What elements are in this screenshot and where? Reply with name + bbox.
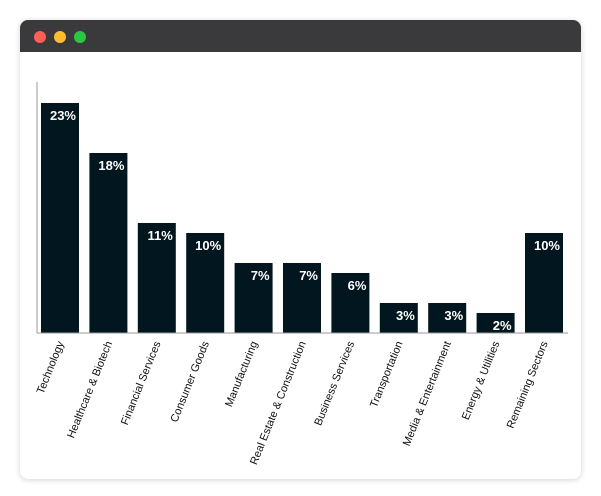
minimize-window-icon[interactable] bbox=[54, 31, 66, 43]
maximize-window-icon[interactable] bbox=[74, 31, 86, 43]
tick-label-energy-and-utilities: Energy & Utilities bbox=[460, 339, 503, 422]
data-label-financial-services: 11% bbox=[147, 228, 173, 243]
bar-chart: 23% 18% 11% 10% 7% 7% 6% 3% 3% 2% 10% TechnologyHe… bbox=[35, 82, 568, 467]
data-label-media-and-entertainment: 3% bbox=[444, 308, 463, 323]
data-label-energy-and-utilities: 2% bbox=[493, 318, 512, 333]
tick-label-financial-services: Financial Services bbox=[119, 339, 164, 427]
tick-label-transportation: Transportation bbox=[368, 340, 406, 410]
bar-financial-services bbox=[137, 223, 176, 333]
data-label-healthcare-and-biotech: 18% bbox=[98, 158, 124, 173]
data-label-technology: 23% bbox=[50, 108, 76, 123]
bars-layer bbox=[41, 103, 563, 333]
tick-label-media-and-entertainment: Media & Entertainment bbox=[401, 340, 454, 448]
title-bar bbox=[20, 20, 581, 52]
tick-label-consumer-goods: Consumer Goods bbox=[169, 339, 213, 424]
tick-label-healthcare-and-biotech: Healthcare & Biotech bbox=[65, 340, 115, 440]
tick-label-technology: Technology bbox=[35, 339, 67, 396]
data-label-consumer-goods: 10% bbox=[195, 238, 221, 253]
chart-area: 23% 18% 11% 10% 7% 7% 6% 3% 3% 2% 10% Technology He… bbox=[20, 52, 581, 479]
app-window: 23% 18% 11% 10% 7% 7% 6% 3% 3% 2% 10% Technology He… bbox=[20, 20, 581, 479]
bar-remaining-sectors bbox=[525, 233, 563, 333]
tick-label-real-estate-and-construction: Real Estate & Construction bbox=[248, 340, 309, 467]
bar-technology bbox=[41, 103, 79, 333]
bar-business-services bbox=[331, 273, 370, 333]
bar-energy-and-utilities bbox=[476, 313, 515, 333]
data-label-real-estate-and-construction: 7% bbox=[299, 268, 318, 283]
data-label-manufacturing: 7% bbox=[251, 268, 270, 283]
tick-label-business-services: Business Services bbox=[312, 339, 357, 427]
bar-media-and-entertainment bbox=[428, 303, 467, 333]
bar-consumer-goods bbox=[186, 233, 225, 333]
close-window-icon[interactable] bbox=[34, 31, 46, 43]
tick-label-manufacturing: Manufacturing bbox=[223, 340, 260, 409]
data-labels-layer: 23% 18% 11% 10% 7% 7% 6% 3% 3% 2% 10% bbox=[50, 108, 560, 333]
data-label-remaining-sectors: 10% bbox=[534, 238, 560, 253]
bar-transportation bbox=[379, 303, 418, 333]
bar-real-estate-and-construction bbox=[283, 263, 321, 333]
bar-healthcare-and-biotech bbox=[89, 153, 128, 333]
tick-label-remaining-sectors: Remaining Sectors bbox=[505, 339, 551, 430]
data-label-transportation: 3% bbox=[396, 308, 415, 323]
data-label-business-services: 6% bbox=[348, 278, 367, 293]
bar-manufacturing bbox=[234, 263, 273, 333]
